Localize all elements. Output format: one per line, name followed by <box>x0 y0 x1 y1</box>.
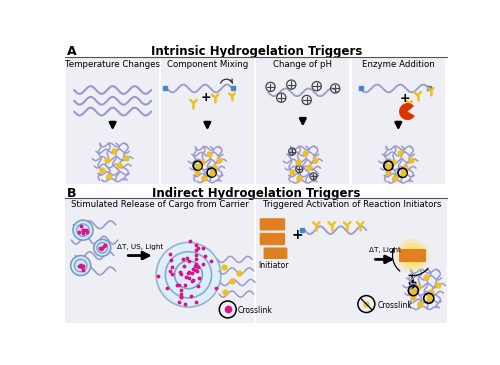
Circle shape <box>166 252 212 298</box>
Text: +: + <box>200 91 211 104</box>
FancyBboxPatch shape <box>256 58 350 184</box>
Wedge shape <box>399 103 415 120</box>
Text: Temperature Changes: Temperature Changes <box>65 60 160 69</box>
Text: ΔT, Light: ΔT, Light <box>369 247 401 253</box>
FancyBboxPatch shape <box>352 58 445 184</box>
Text: Initiator: Initiator <box>258 261 289 270</box>
Circle shape <box>400 242 425 269</box>
Text: Change of pH: Change of pH <box>274 60 332 69</box>
Circle shape <box>174 261 203 289</box>
Circle shape <box>156 242 221 307</box>
FancyBboxPatch shape <box>66 199 254 323</box>
Text: Crosslink: Crosslink <box>377 301 412 310</box>
FancyBboxPatch shape <box>264 247 287 259</box>
Text: B: B <box>67 187 76 200</box>
Circle shape <box>70 255 90 276</box>
Text: Enzyme Addition: Enzyme Addition <box>362 60 434 69</box>
FancyBboxPatch shape <box>260 233 285 245</box>
Text: +: + <box>399 92 410 105</box>
Circle shape <box>396 239 430 273</box>
FancyBboxPatch shape <box>260 218 285 231</box>
Text: Component Mixing: Component Mixing <box>166 60 248 69</box>
FancyBboxPatch shape <box>161 58 254 184</box>
Text: ΔT, US, Light: ΔT, US, Light <box>117 244 163 250</box>
Text: Triggered Activation of Reaction Initiators: Triggered Activation of Reaction Initiat… <box>262 200 441 209</box>
Text: Intrinsic Hydrogelation Triggers: Intrinsic Hydrogelation Triggers <box>150 45 362 58</box>
FancyBboxPatch shape <box>399 249 426 262</box>
Text: +: + <box>291 228 303 242</box>
Text: Indirect Hydrogelation Triggers: Indirect Hydrogelation Triggers <box>152 187 360 200</box>
Text: Stimulated Release of Cargo from Carrier: Stimulated Release of Cargo from Carrier <box>71 200 249 209</box>
Circle shape <box>94 239 110 256</box>
FancyBboxPatch shape <box>66 58 159 184</box>
Circle shape <box>73 220 93 240</box>
FancyBboxPatch shape <box>256 199 447 323</box>
Text: A: A <box>67 45 76 58</box>
Text: Crosslink: Crosslink <box>238 307 272 315</box>
Circle shape <box>404 246 422 265</box>
